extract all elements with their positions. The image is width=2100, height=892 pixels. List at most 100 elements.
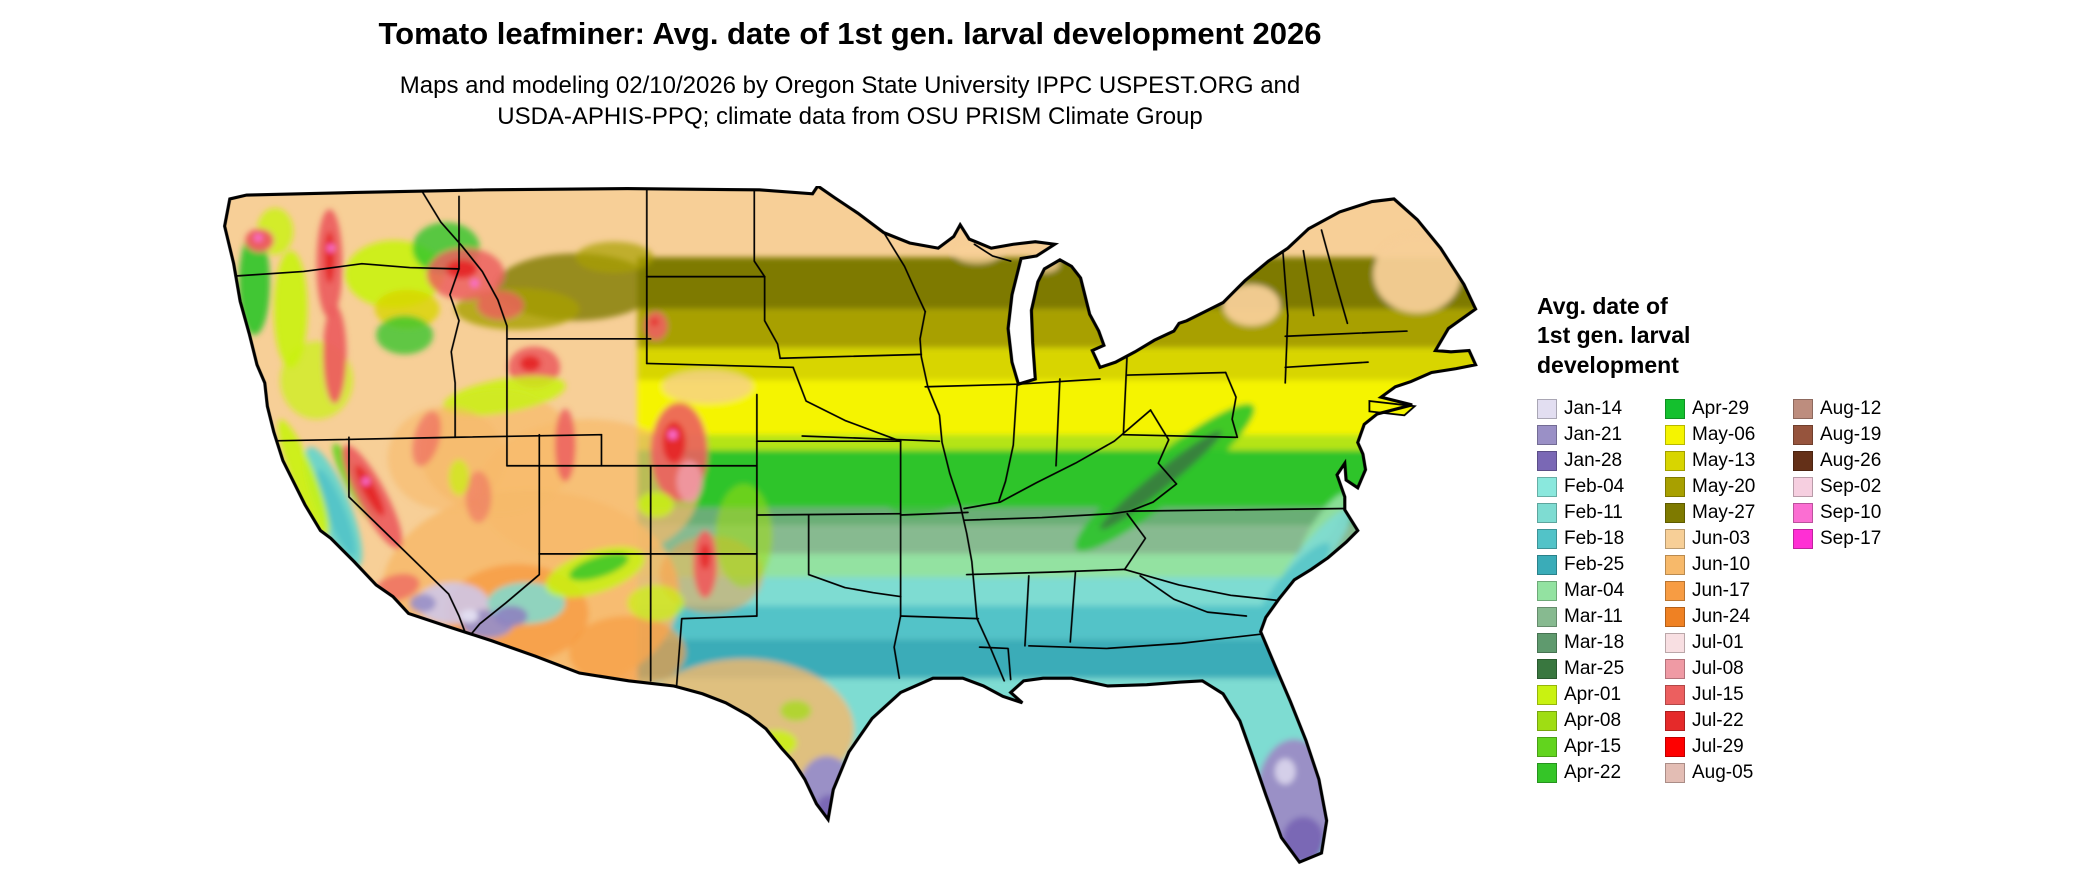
legend-label: May-06	[1692, 424, 1756, 446]
legend-swatch	[1537, 503, 1557, 524]
legend-swatch	[1793, 399, 1813, 420]
legend-label: May-20	[1692, 476, 1756, 498]
legend-label: May-27	[1692, 502, 1756, 524]
legend-item: Sep-17	[1793, 526, 1911, 552]
legend-column-1: Jan-14 Jan-21 Jan-28 Feb-04 Feb-11 Feb-18 Feb-…	[1537, 396, 1655, 786]
legend-label: Jul-29	[1692, 736, 1744, 758]
legend-label: Jan-21	[1564, 424, 1623, 446]
legend-swatch	[1537, 685, 1557, 706]
legend-swatch	[1537, 763, 1557, 784]
legend-label: Jan-28	[1564, 450, 1623, 472]
legend-label: Jan-14	[1564, 398, 1623, 420]
legend-swatch	[1537, 399, 1557, 420]
subtitle-line-1: Maps and modeling 02/10/2026 by Oregon S…	[399, 72, 1301, 99]
legend-item: Jul-22	[1665, 708, 1783, 734]
legend-item: Sep-02	[1793, 474, 1911, 500]
legend-label: Mar-25	[1564, 658, 1625, 680]
legend-label: Mar-11	[1564, 606, 1623, 628]
legend-item: Jul-01	[1665, 630, 1783, 656]
legend-label: Jul-15	[1692, 684, 1744, 706]
legend-title-line-1: Avg. date of	[1537, 293, 1668, 319]
legend-swatch	[1793, 425, 1813, 446]
legend-item: Apr-08	[1537, 708, 1655, 734]
legend-swatch	[1665, 685, 1685, 706]
legend-label: Jun-17	[1692, 580, 1751, 602]
state-borders	[225, 187, 1408, 687]
legend-columns: Jan-14 Jan-21 Jan-28 Feb-04 Feb-11 Feb-18 Feb-…	[1537, 396, 1957, 786]
legend-item: Mar-04	[1537, 578, 1655, 604]
legend-item: Apr-29	[1665, 396, 1783, 422]
legend-swatch	[1537, 607, 1557, 628]
legend-label: Mar-04	[1564, 580, 1625, 602]
legend-title: Avg. date of 1st gen. larval development	[1537, 292, 1957, 380]
legend-item: Jun-17	[1665, 578, 1783, 604]
legend-swatch	[1537, 451, 1557, 472]
legend-item: May-13	[1665, 448, 1783, 474]
legend-label: Sep-10	[1820, 502, 1882, 524]
legend-item: Mar-11	[1537, 604, 1655, 630]
legend-swatch	[1537, 737, 1557, 758]
legend-item: Apr-22	[1537, 760, 1655, 786]
legend-swatch	[1665, 659, 1685, 680]
legend-swatch	[1537, 581, 1557, 602]
legend-label: Mar-18	[1564, 632, 1625, 654]
legend-swatch	[1665, 555, 1685, 576]
legend-swatch	[1665, 529, 1685, 550]
legend-label: Jul-08	[1692, 658, 1744, 680]
legend-item: Jun-03	[1665, 526, 1783, 552]
legend-swatch	[1665, 711, 1685, 732]
legend-swatch	[1665, 477, 1685, 498]
legend-item: Feb-18	[1537, 526, 1655, 552]
legend-label: Aug-26	[1820, 450, 1882, 472]
legend-column-2: Apr-29 May-06 May-13 May-20 May-27 Jun-03 Jun-…	[1665, 396, 1783, 786]
legend-label: Sep-17	[1820, 528, 1882, 550]
legend-title-line-3: development	[1537, 351, 1679, 378]
legend-item: Jul-29	[1665, 734, 1783, 760]
legend-label: Aug-12	[1820, 398, 1882, 420]
legend-label: Apr-29	[1692, 398, 1750, 420]
legend-item: Aug-26	[1793, 448, 1911, 474]
legend-item: Jan-14	[1537, 396, 1655, 422]
legend-label: Apr-01	[1564, 684, 1622, 706]
legend-label: Aug-05	[1692, 762, 1754, 784]
legend-item: Jul-15	[1665, 682, 1783, 708]
legend-label: Apr-15	[1564, 736, 1622, 758]
us-map-svg	[223, 186, 1478, 864]
legend-label: May-13	[1692, 450, 1756, 472]
map-legend: Avg. date of 1st gen. larval development…	[1537, 292, 1957, 786]
legend-column-3: Aug-12 Aug-19 Aug-26 Sep-02 Sep-10 Sep-17	[1793, 396, 1911, 552]
legend-label: Feb-18	[1564, 528, 1625, 550]
legend-swatch	[1537, 633, 1557, 654]
legend-swatch	[1793, 503, 1813, 524]
legend-swatch	[1537, 477, 1557, 498]
legend-swatch	[1665, 503, 1685, 524]
legend-label: Jun-24	[1692, 606, 1751, 628]
header: Tomato leafminer: Avg. date of 1st gen. …	[0, 16, 1700, 134]
legend-swatch	[1537, 711, 1557, 732]
map-color-layer	[224, 186, 1476, 863]
us-map	[200, 186, 1495, 879]
legend-swatch	[1537, 425, 1557, 446]
legend-item: Apr-15	[1537, 734, 1655, 760]
legend-swatch	[1665, 737, 1685, 758]
legend-swatch	[1665, 451, 1685, 472]
legend-item: Jul-08	[1665, 656, 1783, 682]
legend-item: Aug-05	[1665, 760, 1783, 786]
legend-label: Feb-25	[1564, 554, 1625, 576]
legend-swatch	[1793, 451, 1813, 472]
legend-item: Sep-10	[1793, 500, 1911, 526]
legend-label: Jun-10	[1692, 554, 1751, 576]
legend-label: Sep-02	[1820, 476, 1882, 498]
legend-label: Aug-19	[1820, 424, 1882, 446]
legend-swatch	[1665, 399, 1685, 420]
legend-item: Apr-01	[1537, 682, 1655, 708]
page-title: Tomato leafminer: Avg. date of 1st gen. …	[378, 16, 1322, 51]
legend-swatch	[1665, 633, 1685, 654]
legend-swatch	[1537, 529, 1557, 550]
legend-swatch	[1793, 477, 1813, 498]
legend-item: Jan-21	[1537, 422, 1655, 448]
legend-item: Jun-24	[1665, 604, 1783, 630]
legend-label: Feb-04	[1564, 476, 1625, 498]
legend-label: Apr-22	[1564, 762, 1622, 784]
legend-label: Jul-01	[1692, 632, 1744, 654]
